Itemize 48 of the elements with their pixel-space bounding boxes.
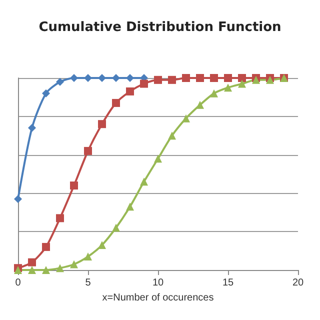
point	[196, 74, 204, 82]
point	[154, 154, 162, 163]
point	[84, 252, 92, 261]
point	[56, 264, 64, 272]
point	[126, 202, 134, 211]
point	[140, 178, 148, 186]
point	[42, 266, 50, 274]
point	[70, 74, 78, 82]
point	[112, 74, 120, 82]
x-tick-label: 5	[85, 278, 92, 288]
point	[238, 80, 246, 88]
x-tick-label: 10	[152, 278, 164, 288]
point	[84, 74, 92, 82]
point	[14, 194, 22, 203]
point	[70, 182, 78, 190]
point	[112, 98, 120, 107]
point	[98, 120, 106, 128]
point	[168, 132, 176, 140]
point	[168, 76, 176, 84]
point	[154, 76, 162, 84]
point	[42, 242, 50, 251]
x-tick-label: 0	[15, 278, 22, 288]
point	[210, 74, 218, 82]
point	[56, 78, 64, 86]
point	[210, 89, 218, 98]
point	[126, 74, 134, 82]
chart-title: Cumulative Distribution Function	[38, 20, 282, 35]
point	[28, 258, 36, 266]
point	[42, 89, 50, 98]
point	[98, 241, 106, 250]
point	[28, 124, 36, 132]
x-axis-title: x=Number of occurences	[102, 292, 214, 304]
point	[238, 74, 246, 82]
x-tick-label: 20	[292, 278, 304, 288]
point	[140, 80, 148, 88]
x-tick-label: 15	[222, 278, 234, 288]
point	[224, 84, 232, 92]
point	[196, 100, 204, 109]
point	[126, 87, 134, 96]
point	[224, 74, 232, 82]
point	[112, 224, 120, 232]
point	[84, 146, 92, 155]
point	[98, 74, 106, 82]
point	[28, 266, 36, 274]
point	[70, 260, 78, 268]
point	[182, 74, 190, 82]
point	[182, 114, 190, 122]
point	[56, 214, 64, 222]
